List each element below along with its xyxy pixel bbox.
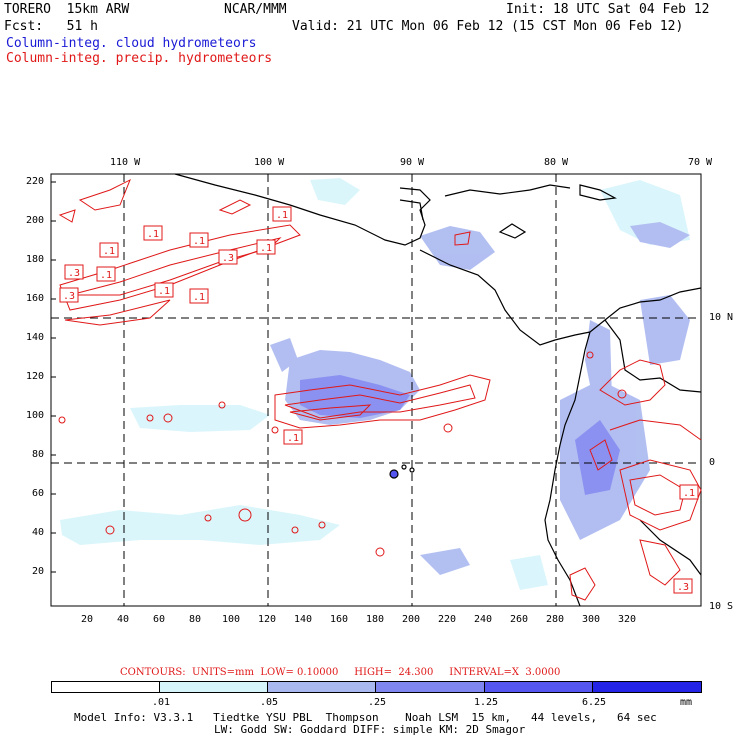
lat-label: 0 [709, 457, 716, 468]
lon-label: 80 W [544, 157, 569, 168]
x-tick-label: 20 [81, 614, 94, 625]
x-tick-label: 140 [294, 614, 313, 625]
precip-field-title: Column-integ. precip. hydrometeors [6, 51, 273, 66]
y-tick-label: 80 [32, 449, 45, 460]
colorbar-cell [268, 681, 376, 693]
contour-box: .1 [96, 266, 116, 282]
svg-text:.1: .1 [193, 292, 205, 303]
contour-label-boxes: .1 .1 .1 .1 .1 .3 .3 .1 .1 .3 .1 .1 .1 .… [59, 206, 699, 594]
x-tick-label: 100 [222, 614, 241, 625]
x-tick-label: 220 [438, 614, 457, 625]
y-tick-label: 200 [26, 215, 45, 226]
organization-label: NCAR/MMM [224, 2, 287, 17]
model-title: TORERO 15km ARW [4, 2, 130, 17]
colorbar-cell [485, 681, 593, 693]
cloud-shading [60, 178, 690, 590]
contour-box: .1 [189, 288, 209, 304]
svg-text:.3: .3 [222, 253, 234, 264]
cloud-field-title: Column-integ. cloud hydrometeors [6, 36, 257, 51]
colorbar-cell [51, 681, 160, 693]
colorbar-tick: 1.25 [474, 697, 499, 708]
contour-box: .1 [272, 206, 292, 222]
svg-text:.3: .3 [68, 268, 80, 279]
colorbar-tick: .01 [152, 697, 171, 708]
contour-box: .1 [679, 484, 699, 500]
colorbar-cell [593, 681, 702, 693]
forecast-map: .1 .1 .1 .1 .1 .3 .3 .1 .1 .3 .1 .1 .1 .… [50, 173, 702, 607]
svg-text:.3: .3 [63, 291, 75, 302]
x-tick-label: 200 [402, 614, 421, 625]
svg-text:.1: .1 [147, 229, 159, 240]
lon-label: 100 W [254, 157, 285, 168]
y-tick-label: 120 [26, 371, 45, 382]
colorbar-tick: .05 [260, 697, 279, 708]
y-tick-label: 100 [26, 410, 45, 421]
valid-time: Valid: 21 UTC Mon 06 Feb 12 (15 CST Mon … [292, 19, 684, 34]
axis-ticks [51, 181, 56, 573]
x-tick-label: 240 [474, 614, 493, 625]
lon-label: 70 W [688, 157, 713, 168]
svg-text:.3: .3 [677, 582, 689, 593]
forecast-hour: Fcst: 51 h [4, 19, 98, 34]
colorbar-cell [376, 681, 485, 693]
y-tick-label: 160 [26, 293, 45, 304]
contour-box: .1 [283, 429, 303, 445]
contour-box: .1 [154, 282, 174, 298]
lon-label: 110 W [110, 157, 141, 168]
colorbar-cell [160, 681, 268, 693]
svg-text:.1: .1 [158, 286, 170, 297]
physics-info: LW: Godd SW: Goddard DIFF: simple KM: 2D… [214, 723, 526, 736]
x-tick-label: 300 [582, 614, 601, 625]
y-tick-label: 40 [32, 527, 45, 538]
x-tick-label: 120 [258, 614, 277, 625]
contour-box: .3 [218, 249, 238, 265]
svg-text:.1: .1 [100, 270, 112, 281]
svg-text:.1: .1 [287, 433, 299, 444]
x-tick-label: 40 [117, 614, 130, 625]
svg-text:.1: .1 [193, 236, 205, 247]
x-tick-label: 180 [366, 614, 385, 625]
contour-box: .1 [189, 232, 209, 248]
contour-info: CONTOURS: UNITS=mm LOW= 0.10000 HIGH= 24… [120, 667, 561, 678]
coastlines [174, 173, 702, 607]
x-tick-label: 280 [546, 614, 565, 625]
model-info: Model Info: V3.3.1 Tiedtke YSU PBL Thomp… [74, 711, 657, 724]
svg-text:.1: .1 [103, 246, 115, 257]
x-tick-label: 60 [153, 614, 166, 625]
contour-box: .1 [143, 225, 163, 241]
contour-box: .3 [59, 287, 79, 303]
y-tick-label: 180 [26, 254, 45, 265]
y-tick-label: 220 [26, 176, 45, 187]
y-tick-label: 60 [32, 488, 45, 499]
colorbar-tick: .25 [368, 697, 387, 708]
svg-text:.1: .1 [276, 210, 288, 221]
colorbar-unit: mm [680, 697, 693, 708]
x-tick-label: 320 [618, 614, 637, 625]
lat-label: 10 N [709, 312, 734, 323]
init-time: Init: 18 UTC Sat 04 Feb 12 [506, 2, 710, 17]
y-tick-label: 20 [32, 566, 45, 577]
svg-text:.1: .1 [683, 488, 695, 499]
contour-box: .3 [673, 578, 693, 594]
x-tick-label: 260 [510, 614, 529, 625]
lon-label: 90 W [400, 157, 425, 168]
x-tick-label: 80 [189, 614, 202, 625]
contour-box: .1 [256, 239, 276, 255]
y-tick-label: 140 [26, 332, 45, 343]
lat-label: 10 S [709, 601, 734, 612]
contour-box: .3 [64, 264, 84, 280]
colorbar-tick: 6.25 [582, 697, 607, 708]
contour-box: .1 [99, 242, 119, 258]
x-tick-label: 160 [330, 614, 349, 625]
svg-text:.1: .1 [260, 243, 272, 254]
